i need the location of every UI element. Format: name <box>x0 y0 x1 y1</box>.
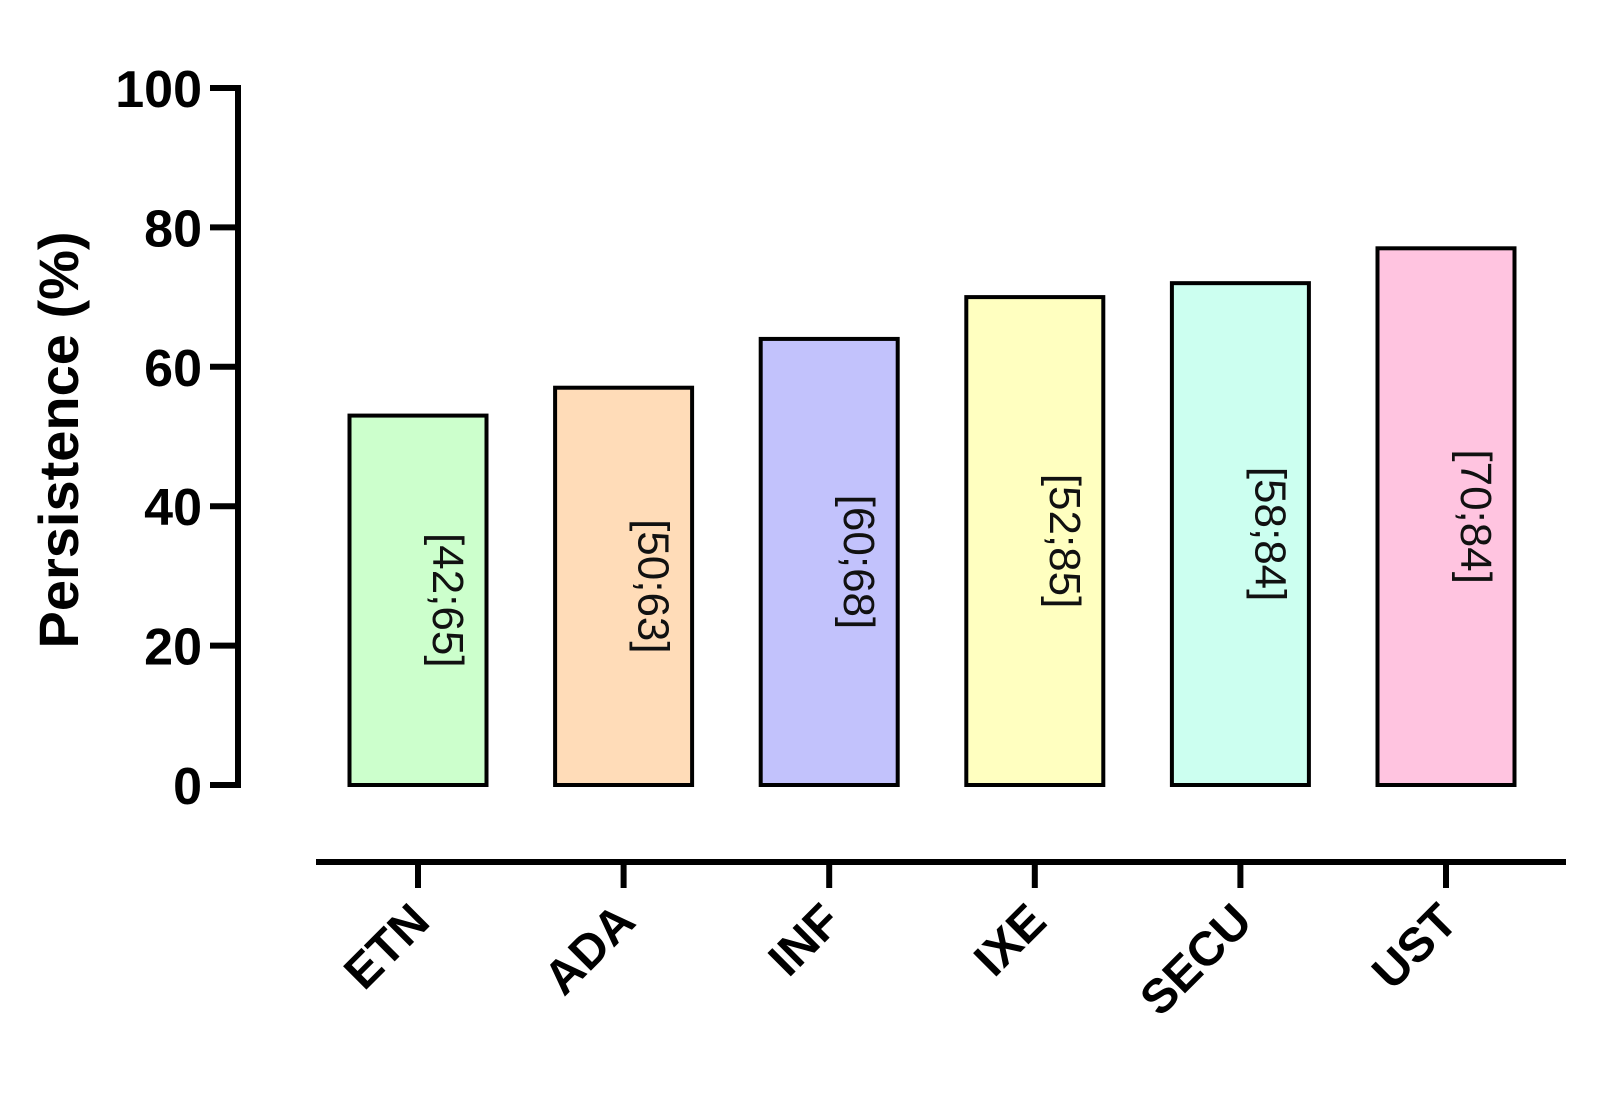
y-tick-label: 100 <box>115 61 202 119</box>
x-tick-label-etn: ETN <box>334 894 439 999</box>
y-tick-label: 0 <box>173 758 202 816</box>
y-tick-label: 20 <box>144 619 202 677</box>
bar-interval-label: [70;84] <box>1451 449 1500 584</box>
bar-interval-label: [42;65] <box>423 533 472 668</box>
y-axis: 0 20 40 60 80 100 <box>115 61 241 816</box>
bar-interval-label: [50;63] <box>629 519 678 654</box>
bar-etn <box>347 413 489 787</box>
y-tick-label: 80 <box>144 200 202 258</box>
x-tick-label-ixe: IXE <box>964 894 1056 986</box>
bar-inf <box>758 336 900 787</box>
y-axis-label: Persistence (%) <box>27 231 90 648</box>
x-tick-label-secu: SECU <box>1130 894 1262 1026</box>
x-tick-label-inf: INF <box>759 894 851 986</box>
bar-interval-label: [52;85] <box>1040 474 1089 609</box>
bar-ada <box>553 385 695 787</box>
x-axis: ETN ADA INF IXE SECU UST <box>316 859 1566 1026</box>
bar-ust <box>1375 246 1517 787</box>
y-tick-label: 40 <box>144 479 202 537</box>
bar-secu <box>1169 281 1311 787</box>
bar-interval-label: [58;84] <box>1245 467 1294 602</box>
bars: [42;65] [50;63] [60;68] [52;85] [58;84] [70;8… <box>347 246 1517 787</box>
x-tick-label-ada: ADA <box>534 894 645 1005</box>
y-tick-label: 60 <box>144 340 202 398</box>
x-tick-label-ust: UST <box>1362 894 1467 999</box>
bar-ixe <box>964 295 1106 787</box>
bar-interval-label: [60;68] <box>834 495 883 630</box>
